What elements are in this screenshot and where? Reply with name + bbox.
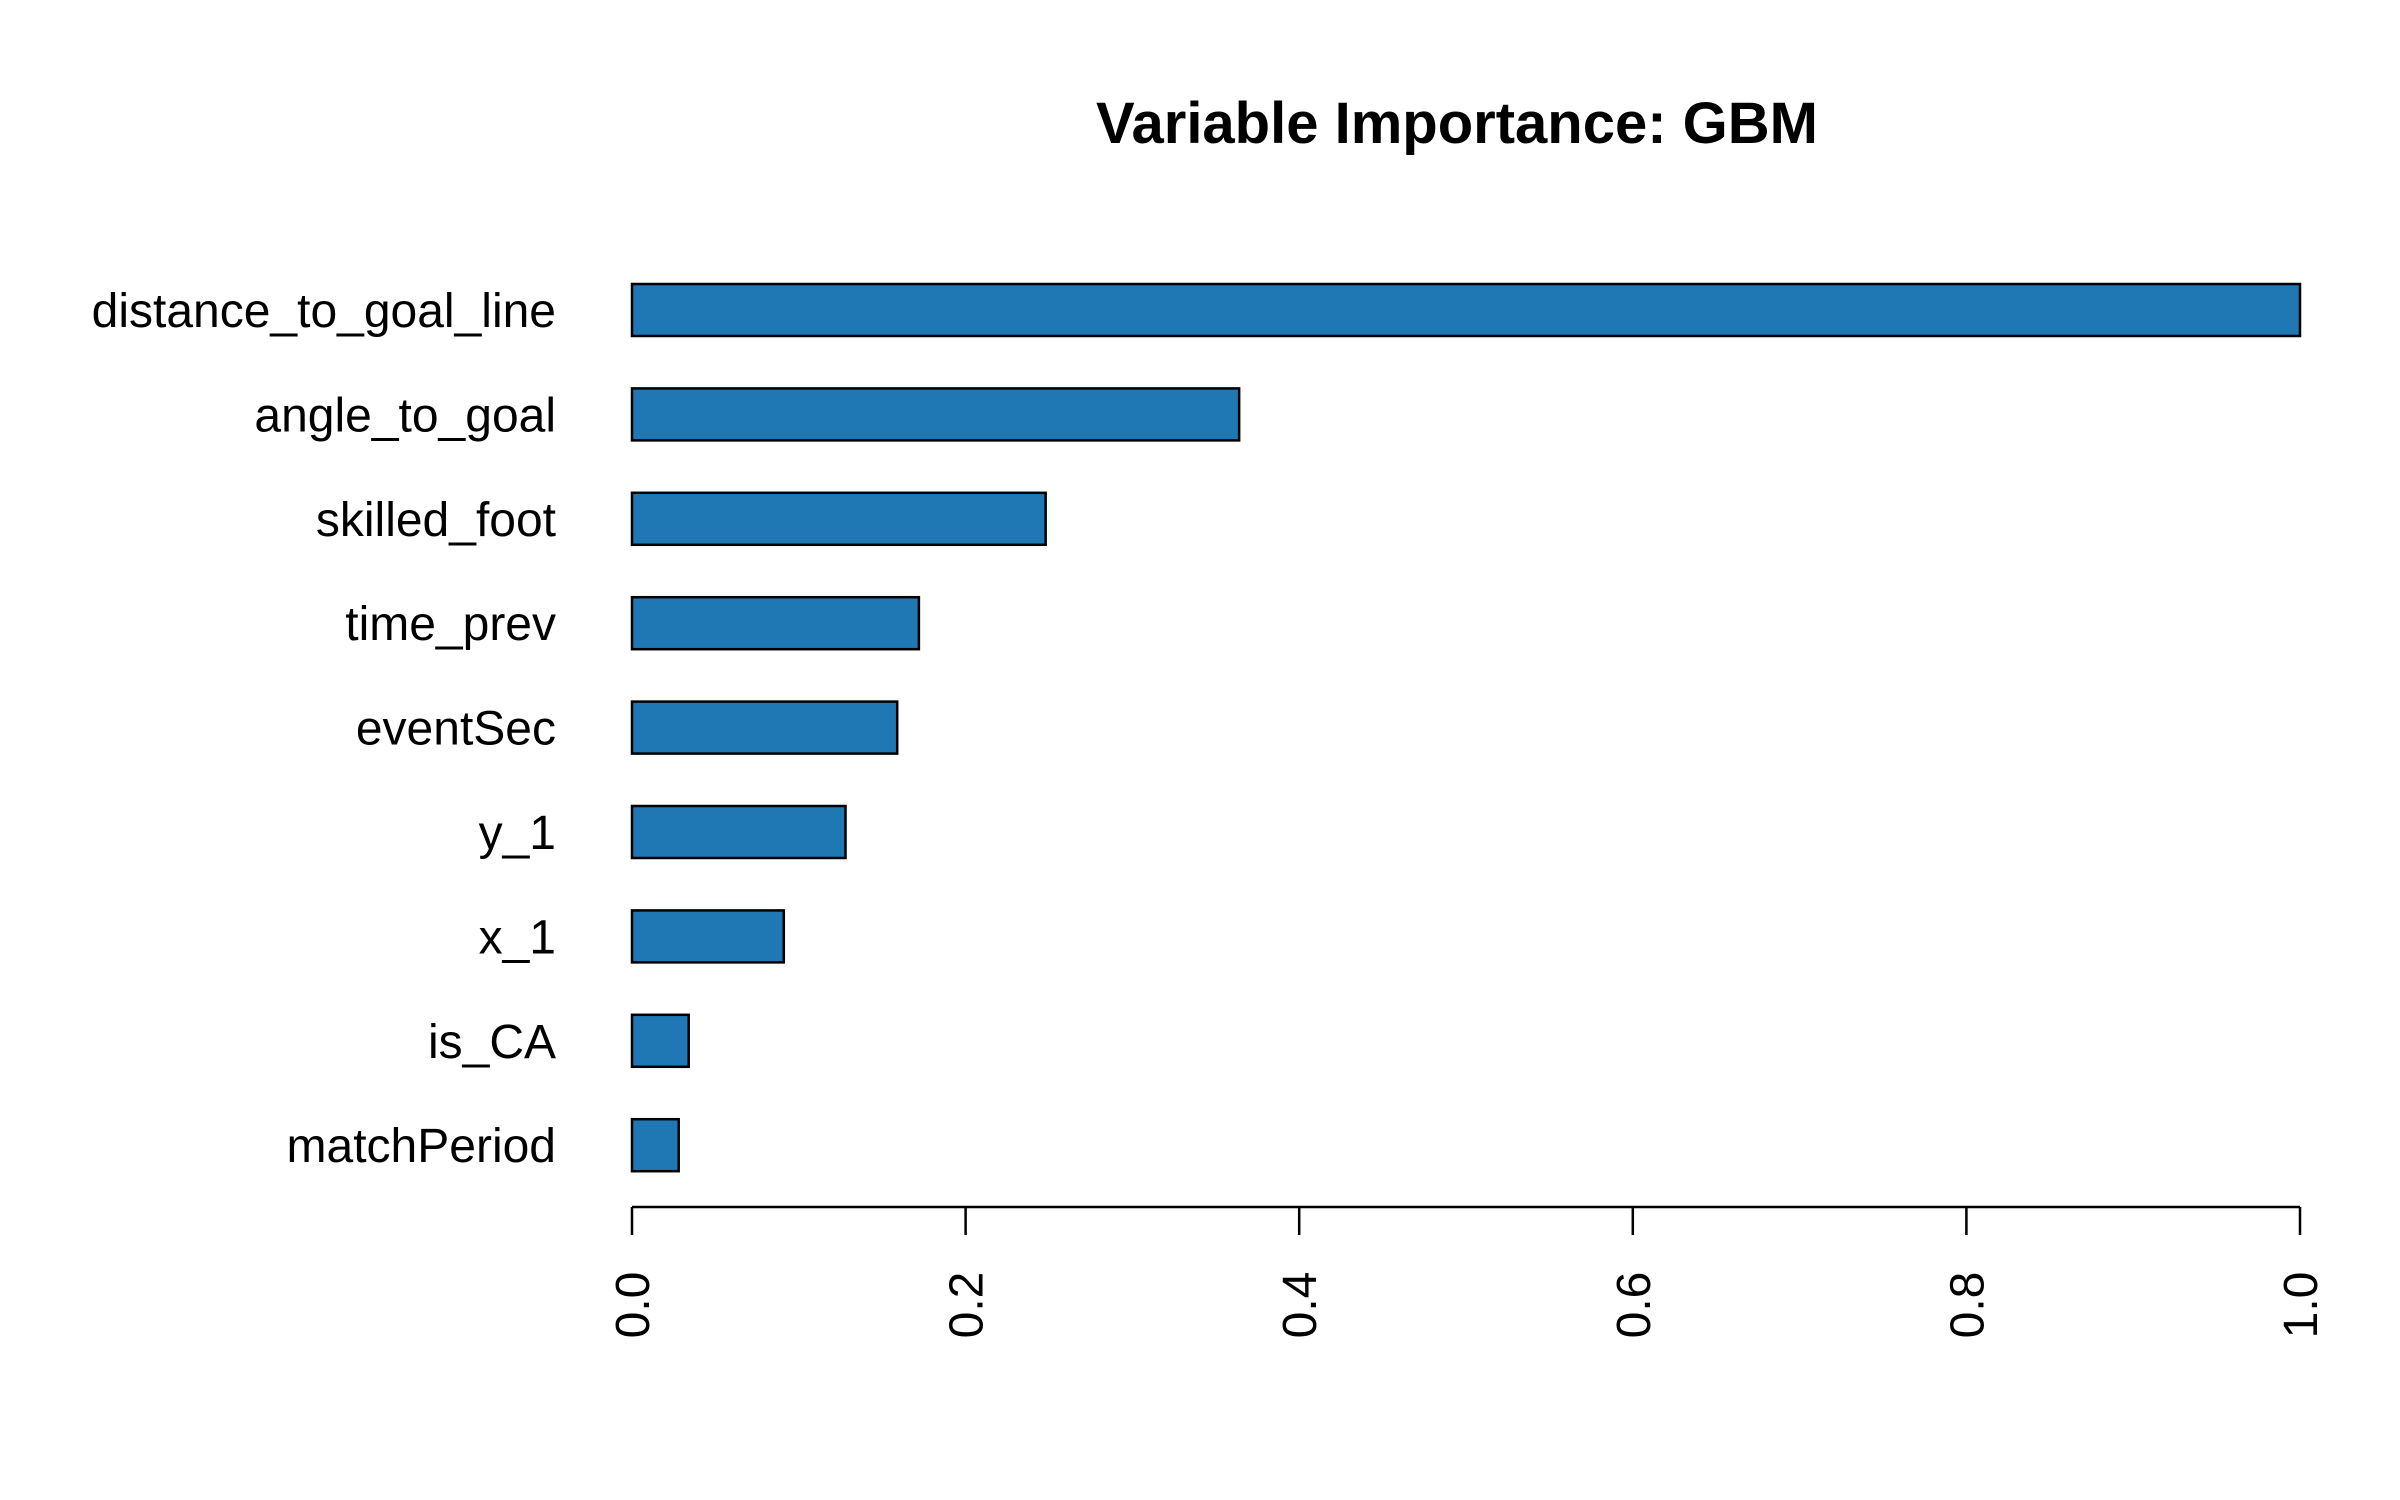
category-label: is_CA [428, 1016, 556, 1069]
bar-y-1 [630, 804, 847, 860]
category-label: angle_to_goal [254, 389, 556, 442]
x-tick-label: 0.2 [941, 1272, 994, 1339]
category-label: eventSec [356, 703, 556, 756]
bar-angle-to-goal [630, 387, 1241, 442]
category-label: matchPeriod [287, 1120, 556, 1173]
bar-x-1 [630, 909, 786, 964]
category-label: skilled_foot [316, 494, 556, 547]
x-tick-label: 0.8 [1941, 1272, 1994, 1339]
category-label: x_1 [479, 911, 556, 964]
x-axis: 0.0 0.2 0.4 0.6 0.8 1.0 [607, 1205, 2328, 1339]
bar-skilled-foot [630, 491, 1047, 547]
bars-layer [630, 282, 2302, 1173]
x-tick-label: 0.4 [1274, 1272, 1327, 1339]
x-tick-label: 1.0 [2275, 1272, 2328, 1339]
x-tick-label: 0.0 [607, 1272, 660, 1339]
category-labels: distance_to_goal_line angle_to_goalskille… [92, 285, 556, 1173]
bar-eventsec [630, 700, 899, 755]
bar-is-ca [630, 1013, 690, 1069]
chart-title: Variable Importance: GBM [1096, 91, 1818, 156]
category-label: distance_to_goal_line [92, 285, 556, 338]
x-tick-label: 0.6 [1608, 1272, 1661, 1339]
category-label: y_1 [479, 807, 556, 860]
bar-time-prev [630, 595, 921, 651]
category-label: time_prev [345, 598, 556, 651]
bar-distance-to-goal-line [630, 282, 2302, 338]
bar-matchperiod [630, 1117, 680, 1173]
